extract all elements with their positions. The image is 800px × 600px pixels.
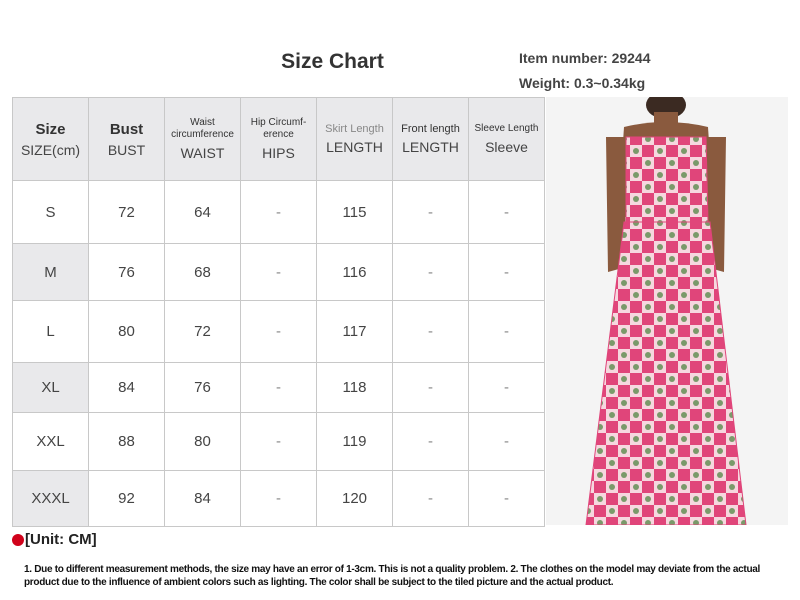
table-cell: 115 xyxy=(316,180,393,244)
size-cell: XXXL xyxy=(12,470,89,527)
weight: Weight: 0.3~0.34kg xyxy=(519,75,646,91)
header-sleeve: Sleeve Length Sleeve xyxy=(468,97,545,181)
table-cell: 80 xyxy=(88,300,165,363)
item-number: Item number: 29244 xyxy=(519,50,651,66)
table-header-row: Size SIZE(cm) Bust BUST Waist circumferenc… xyxy=(12,97,545,181)
size-cell: M xyxy=(12,243,89,301)
table-cell: - xyxy=(240,180,317,244)
table-row: XXL 88 80-119- - xyxy=(12,412,545,471)
table-cell: 76 xyxy=(88,243,165,301)
table-cell: - xyxy=(392,412,469,471)
table-cell: - xyxy=(240,300,317,363)
table-row: L 80 72-117- - xyxy=(12,300,545,363)
table-cell: - xyxy=(392,243,469,301)
size-cell: XL xyxy=(12,362,89,413)
table-cell: 117 xyxy=(316,300,393,363)
table-row: M 76 68-116- - xyxy=(12,243,545,301)
table-row: XL 84 76-118- - xyxy=(12,362,545,413)
table-cell: - xyxy=(468,243,545,301)
table-cell: 88 xyxy=(88,412,165,471)
table-cell: - xyxy=(240,243,317,301)
table-cell: 64 xyxy=(164,180,241,244)
table-cell: 120 xyxy=(316,470,393,527)
table-cell: 119 xyxy=(316,412,393,471)
table-cell: - xyxy=(392,180,469,244)
header-waist: Waist circumference WAIST xyxy=(164,97,241,181)
size-table: Size SIZE(cm) Bust BUST Waist circumferenc… xyxy=(12,97,545,527)
table-cell: 116 xyxy=(316,243,393,301)
table-cell: - xyxy=(240,412,317,471)
unit-text: [Unit: CM] xyxy=(25,531,97,548)
disclaimer-note: 1. Due to different measurement methods,… xyxy=(24,564,760,588)
table-row: S 72 64-115- - xyxy=(12,180,545,244)
model-photo xyxy=(546,97,788,525)
size-cell: XXL xyxy=(12,412,89,471)
header-front-length: Front length LENGTH xyxy=(392,97,469,181)
table-cell: - xyxy=(468,300,545,363)
table-cell: 80 xyxy=(164,412,241,471)
table-cell: 92 xyxy=(88,470,165,527)
table-cell: - xyxy=(468,412,545,471)
size-cell: S xyxy=(12,180,89,244)
page-title: Size Chart xyxy=(281,50,384,73)
table-cell: - xyxy=(392,362,469,413)
header-hips: Hip Circumf-erence HIPS xyxy=(240,97,317,181)
size-cell: L xyxy=(12,300,89,363)
table-cell: 68 xyxy=(164,243,241,301)
header-bust: Bust BUST xyxy=(88,97,165,181)
table-cell: - xyxy=(392,470,469,527)
unit-label: [Unit: CM] xyxy=(12,531,97,548)
table-row: XXXL 92 84-120- - xyxy=(12,470,545,527)
table-cell: - xyxy=(240,362,317,413)
table-cell: - xyxy=(468,180,545,244)
table-cell: 76 xyxy=(164,362,241,413)
table-cell: 118 xyxy=(316,362,393,413)
header-size: Size SIZE(cm) xyxy=(12,97,89,181)
table-cell: 84 xyxy=(164,470,241,527)
red-dot-icon xyxy=(12,533,24,546)
table-cell: - xyxy=(240,470,317,527)
table-cell: 72 xyxy=(164,300,241,363)
table-cell: - xyxy=(392,300,469,363)
header-skirt-length: Skirt Length LENGTH xyxy=(316,97,393,181)
table-cell: 84 xyxy=(88,362,165,413)
table-cell: 72 xyxy=(88,180,165,244)
table-cell: - xyxy=(468,362,545,413)
table-cell: - xyxy=(468,470,545,527)
